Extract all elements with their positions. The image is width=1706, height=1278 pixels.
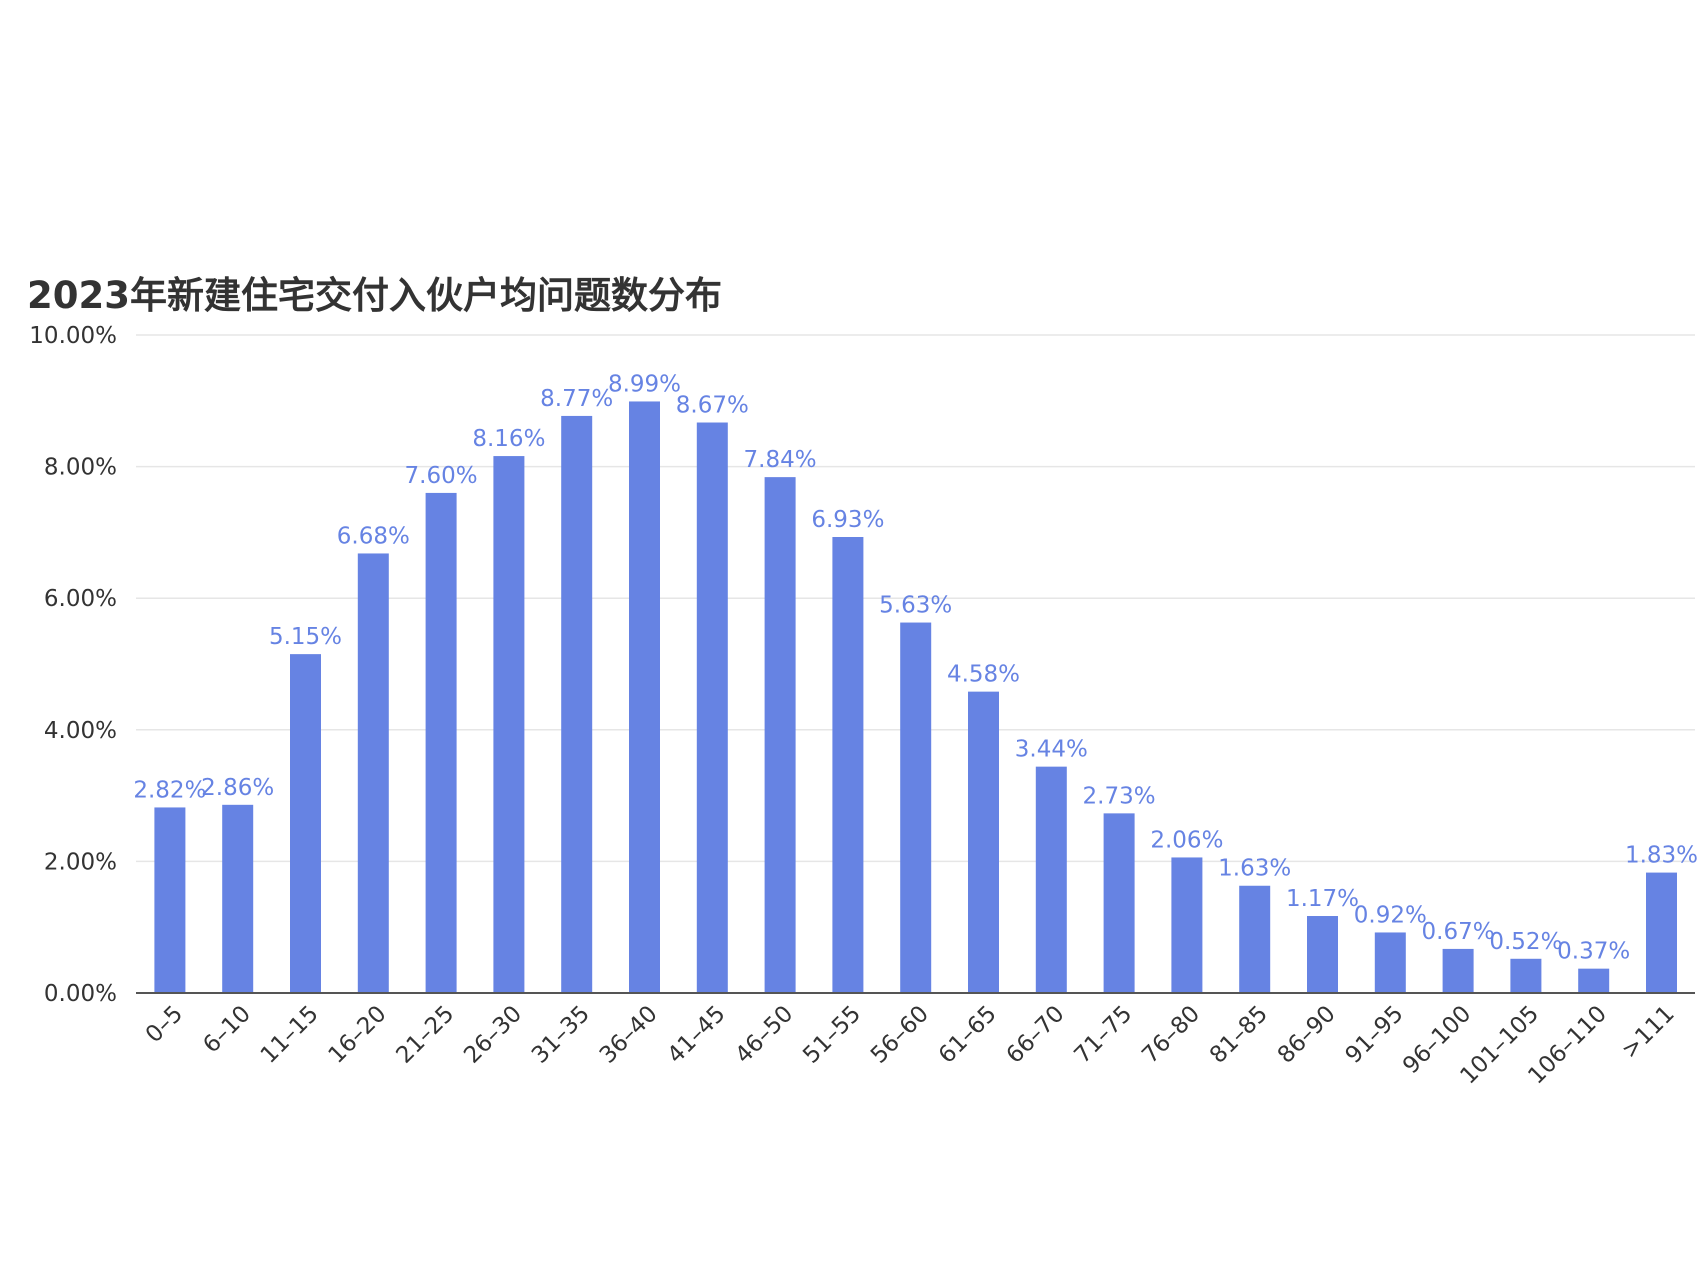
x-tick-label: 41–45 (663, 1001, 731, 1069)
x-axis-category-labels: 0–5 6–10 11–15 16–20 21–25 26–30 31–35 36–40 41–… (141, 1001, 1680, 1090)
x-tick-label: 36–40 (595, 1001, 663, 1069)
bar (1578, 968, 1610, 993)
x-tick-label: 31–35 (527, 1001, 595, 1069)
bar (561, 415, 593, 994)
bar (1103, 813, 1135, 993)
x-tick-label: 21–25 (391, 1001, 459, 1069)
x-tick-label: 91–95 (1341, 1001, 1409, 1069)
bar (968, 691, 999, 993)
data-label: 2.73% (1083, 783, 1156, 809)
bar (764, 477, 796, 993)
data-label: 3.44% (1015, 737, 1088, 763)
data-label: 5.63% (879, 593, 952, 619)
x-tick-label: 56–60 (866, 1001, 934, 1069)
bar (1646, 872, 1677, 993)
data-label: 2.86% (201, 775, 274, 801)
data-label: 6.93% (811, 507, 884, 533)
data-label: 0.67% (1422, 919, 1495, 945)
data-label: 6.68% (337, 523, 410, 549)
y-tick-label: 2.00% (44, 849, 117, 875)
x-tick-label: 11–15 (256, 1001, 324, 1069)
data-label: 1.63% (1218, 856, 1291, 882)
x-tick-label: 76–80 (1137, 1001, 1205, 1069)
bar (1239, 885, 1271, 993)
x-tick-label: 86–90 (1273, 1001, 1341, 1069)
x-tick-label: 16–20 (324, 1001, 392, 1069)
data-label: 8.99% (608, 371, 681, 397)
chart-title: 2023年新建住宅交付入伙户均问题数分布 (27, 274, 722, 317)
data-label: 8.67% (676, 393, 749, 419)
bar (900, 622, 932, 993)
y-tick-label: 8.00% (44, 455, 117, 481)
bar (1171, 857, 1203, 993)
x-tick-label: 51–55 (798, 1001, 866, 1069)
data-label: 7.60% (405, 463, 478, 489)
data-label: 7.84% (744, 447, 817, 473)
bar (832, 537, 864, 993)
x-tick-label: 6–10 (198, 1001, 256, 1059)
data-label: 8.77% (540, 386, 613, 412)
y-tick-label: 0.00% (44, 981, 117, 1007)
data-label: 0.92% (1354, 902, 1427, 928)
bar (425, 492, 457, 993)
x-tick-label: 46–50 (730, 1001, 798, 1069)
y-axis-tick-labels: 0.00% 2.00% 4.00% 6.00% 8.00% 10.00% (29, 323, 117, 1007)
data-label: 2.82% (133, 777, 206, 803)
bar (696, 422, 728, 993)
data-labels: 2.82%2.86% 5.15% 6.68% 7.60% 8.16% 8.77%8.99%… (133, 371, 1698, 964)
data-label: 0.52% (1489, 929, 1562, 955)
bar (629, 401, 660, 993)
bar (357, 553, 389, 993)
bar (154, 807, 186, 993)
data-label: 8.16% (472, 426, 545, 452)
data-label: 0.37% (1557, 939, 1630, 965)
x-tick-label: 61–65 (934, 1001, 1002, 1069)
data-label: 5.15% (269, 624, 342, 650)
bar (1510, 958, 1542, 993)
data-label: 4.58% (947, 662, 1020, 688)
bar (1374, 932, 1406, 993)
x-tick-label: >111 (1617, 1001, 1680, 1064)
bar (290, 654, 321, 993)
x-tick-label: 66–70 (1002, 1001, 1070, 1069)
data-label: 1.83% (1625, 843, 1698, 869)
x-tick-label: 81–85 (1205, 1001, 1273, 1069)
y-tick-label: 6.00% (44, 586, 117, 612)
bar (493, 456, 525, 993)
bar (1442, 948, 1474, 993)
y-tick-label: 10.00% (29, 323, 117, 349)
x-tick-label: 26–30 (459, 1001, 527, 1069)
bar (1035, 766, 1067, 993)
data-label: 1.17% (1286, 886, 1359, 912)
data-label: 2.06% (1150, 827, 1223, 853)
x-tick-label: 0–5 (141, 1001, 188, 1048)
x-tick-label: 71–75 (1069, 1001, 1137, 1069)
bar (1307, 916, 1338, 993)
y-tick-label: 4.00% (44, 718, 117, 744)
bars (154, 401, 1677, 994)
bar (222, 804, 254, 993)
